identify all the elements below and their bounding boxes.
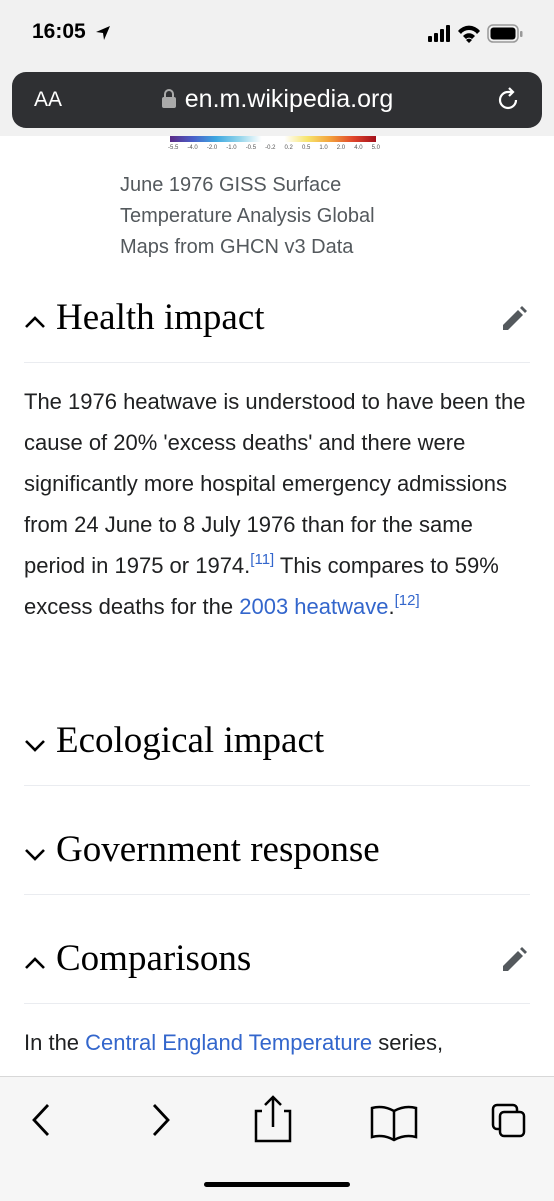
scale-label: -2.0 <box>206 145 218 151</box>
section-header[interactable]: Comparisons <box>24 917 530 1004</box>
text: . <box>388 594 395 619</box>
text: series, <box>372 1030 444 1055</box>
paragraph: The 1976 heatwave is understood to have … <box>24 381 530 627</box>
section: Comparisons In the Central England Temper… <box>0 917 554 1063</box>
home-indicator <box>204 1182 350 1187</box>
chevron[interactable] <box>24 314 46 330</box>
address-bar[interactable]: AA en.m.wikipedia.org <box>12 72 542 128</box>
toolbar-icons <box>32 1095 526 1143</box>
section-header[interactable]: Government response <box>24 808 530 895</box>
section: Ecological impact <box>0 699 554 786</box>
section: Government response <box>0 808 554 895</box>
chevron[interactable] <box>24 955 46 971</box>
section-heading: Government response <box>56 829 380 870</box>
text: In the <box>24 1030 86 1055</box>
section-heading: Ecological impact <box>56 720 325 761</box>
scale-label: 5.0 <box>371 145 380 151</box>
figure-caption: June 1976 GISS Surface Temperature Analy… <box>120 174 375 258</box>
scale-label: -0.2 <box>265 145 276 151</box>
edit-button[interactable] <box>501 306 527 332</box>
scale-label: -5.5 <box>168 145 179 151</box>
edit-button[interactable] <box>501 947 527 973</box>
link[interactable]: 2003 heatwave <box>239 594 389 619</box>
chevron[interactable] <box>24 737 46 753</box>
scale-label: 0.5 <box>301 145 311 151</box>
clock: 16:05 <box>32 20 86 43</box>
section-heading: Health impact <box>56 297 265 338</box>
section: Health impact The 1976 heatwave is unders… <box>0 276 554 627</box>
forward-button[interactable] <box>152 1104 170 1136</box>
scale-label: 2.0 <box>336 145 346 151</box>
bookmarks-button[interactable] <box>370 1105 418 1142</box>
scale-label: 1.0 <box>319 145 328 151</box>
toolbar <box>0 1076 554 1201</box>
link[interactable]: Central England Temperature <box>85 1030 373 1055</box>
reload-button[interactable] <box>494 86 522 114</box>
paragraph: In the Central England Temperature serie… <box>24 1022 530 1063</box>
chevron[interactable] <box>24 846 46 862</box>
text: This compares to 59% excess deaths for t… <box>24 553 499 619</box>
location-icon <box>96 26 110 40</box>
scale-label: -1.0 <box>226 145 237 151</box>
reference[interactable]: [12] <box>394 592 420 609</box>
text-size-button[interactable]: AA <box>34 88 63 111</box>
share-button[interactable] <box>254 1095 292 1143</box>
article: -5.5 -4.0 -2.0 -1.0 -0.5 -0.2 0.2 0.5 1.0 2.0 4.0 5… <box>0 136 554 1076</box>
status-bar: 16:05 AA en.m.wikipedia.org <box>0 0 554 136</box>
scale-labels: -5.5 -4.0 -2.0 -1.0 -0.5 -0.2 0.2 0.5 1.0 2.0 4.0 5… <box>168 145 380 151</box>
scale-label: -4.0 <box>187 145 198 151</box>
scale-label: -0.5 <box>245 145 257 151</box>
url[interactable]: en.m.wikipedia.org <box>12 85 542 114</box>
scale-label: 4.0 <box>354 145 363 151</box>
section-header[interactable]: Health impact <box>24 276 530 363</box>
url-text: en.m.wikipedia.org <box>184 85 394 113</box>
status-icons <box>428 24 523 43</box>
tabs-button[interactable] <box>491 1103 526 1138</box>
lock-icon <box>161 89 176 108</box>
scale-label: 0.2 <box>284 145 293 151</box>
section-header[interactable]: Ecological impact <box>24 699 530 786</box>
color-scale <box>170 136 376 142</box>
back-button[interactable] <box>32 1104 50 1136</box>
text: The 1976 heatwave is understood to have … <box>24 389 526 578</box>
reference[interactable]: [11] <box>250 551 275 568</box>
section-heading: Comparisons <box>56 938 252 979</box>
